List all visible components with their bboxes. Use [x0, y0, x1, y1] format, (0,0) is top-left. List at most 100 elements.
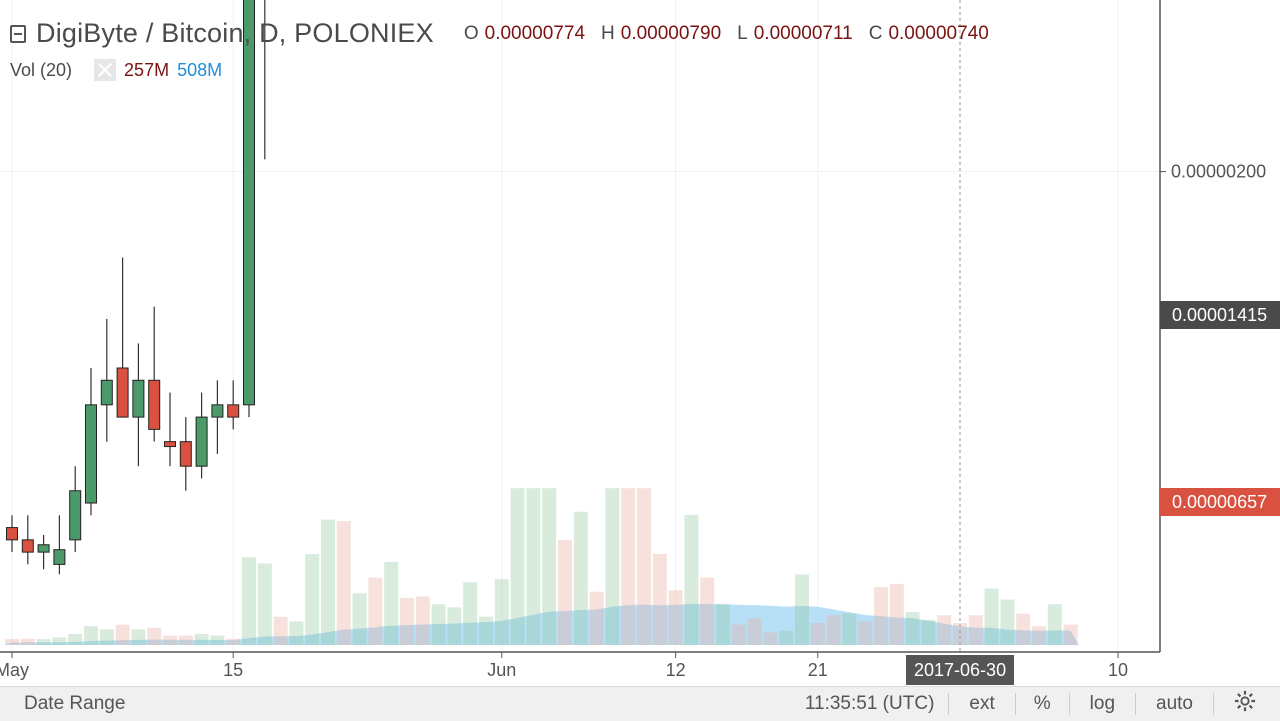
volume-ma-value: 508M — [177, 59, 223, 80]
ext-toggle[interactable]: ext — [969, 693, 995, 714]
candle-body — [37, 544, 50, 553]
volume-bar — [163, 635, 177, 645]
volume-bar — [68, 634, 83, 645]
candle — [164, 392, 176, 467]
settings-button[interactable] — [1214, 690, 1280, 718]
volume-bar — [257, 563, 272, 645]
grid — [0, 0, 1160, 652]
volume-bar — [842, 613, 857, 645]
symbol-legend: DigiByte / Bitcoin, D, POLONIEX O 0.0000… — [10, 18, 989, 49]
divider — [1014, 693, 1016, 715]
volume-bar — [447, 607, 462, 645]
candle-body — [69, 490, 82, 541]
x-tick-label: 10 — [1108, 660, 1128, 680]
bottom-toolbar: Date Range 11:35:51 (UTC) ext % log auto — [0, 686, 1280, 721]
candle-body — [53, 549, 66, 565]
volume-bar — [210, 635, 225, 645]
candle-body — [148, 379, 161, 430]
volume-ma-area — [4, 603, 1079, 645]
candle-body — [211, 404, 224, 418]
log-toggle[interactable]: log — [1089, 693, 1116, 714]
volume-bar — [99, 629, 114, 645]
volume-bar — [52, 637, 67, 645]
candle — [116, 257, 129, 418]
volume-bar — [684, 514, 699, 645]
volume-bar — [716, 604, 730, 645]
volume-bar — [289, 621, 304, 645]
volume-bar — [131, 629, 146, 645]
candle — [6, 515, 18, 553]
auto-toggle[interactable]: auto — [1156, 693, 1193, 714]
clock-time[interactable]: 11:35:51 (UTC) — [804, 693, 935, 714]
volume-bar — [558, 539, 572, 645]
candle — [53, 515, 66, 575]
candle-body — [85, 404, 97, 504]
volume-bar — [874, 586, 888, 645]
volume-bar — [1063, 624, 1078, 645]
volume-bar — [226, 638, 241, 645]
volume-bar — [20, 638, 35, 645]
candle-body — [195, 416, 208, 467]
candle — [132, 343, 145, 467]
volume-bar — [352, 593, 367, 645]
symbol-title: DigiByte / Bitcoin, D, POLONIEX — [36, 18, 434, 48]
high-value: 0.00000790 — [620, 22, 722, 44]
divider — [1213, 693, 1214, 715]
volume-bar — [984, 588, 999, 645]
volume-bar — [589, 591, 604, 645]
volume-bar — [668, 590, 683, 645]
gear-icon — [1234, 690, 1256, 712]
candle — [100, 318, 113, 442]
volume-value: 257M — [124, 59, 170, 80]
volume-label: Vol (20) — [10, 59, 73, 80]
candle — [227, 380, 240, 430]
x-tick-label: Jun — [487, 660, 516, 680]
volume-bar — [1016, 613, 1031, 645]
volume-bar — [384, 561, 399, 645]
overlays — [959, 0, 961, 652]
volume-bar — [542, 488, 557, 645]
collapse-icon[interactable] — [10, 24, 26, 43]
high-label: H — [601, 22, 615, 44]
volume-bar — [858, 621, 873, 645]
x-tick-label: 21 — [808, 660, 828, 680]
candle-body — [164, 441, 176, 448]
candle — [148, 306, 161, 442]
time-axis[interactable]: May 15 Jun 12 21 10 — [0, 651, 1160, 680]
volume-bar — [178, 635, 193, 645]
candles — [6, 0, 266, 575]
divider — [948, 693, 950, 715]
divider — [1068, 693, 1070, 715]
volume-bar — [84, 626, 98, 645]
x-tick-label: May — [0, 660, 29, 680]
volume-bar — [336, 521, 351, 645]
candle-body — [116, 367, 129, 418]
date-range-button[interactable]: Date Range — [24, 693, 126, 714]
volume-pane — [4, 488, 1079, 645]
volume-bar — [921, 619, 936, 645]
volume-bar — [400, 597, 414, 645]
divider — [1135, 693, 1137, 715]
crosshair-price-tag: 0.00001415 — [1160, 301, 1280, 329]
volume-bar — [368, 577, 383, 645]
volume-bar — [747, 618, 762, 645]
candle — [243, 0, 255, 418]
percent-toggle[interactable]: % — [1033, 693, 1051, 714]
volume-bar — [479, 616, 493, 645]
close-icon[interactable] — [94, 59, 117, 81]
volume-bar — [810, 623, 825, 645]
volume-bar — [1000, 599, 1015, 645]
volume-bar — [242, 557, 256, 645]
last-price-tag: 0.00000657 — [1160, 488, 1280, 516]
volume-bar — [415, 596, 430, 645]
volume-bar — [1047, 604, 1062, 645]
crosshair-date-tag: 2017-06-30 — [906, 655, 1015, 685]
candle — [195, 392, 208, 479]
low-value: 0.00000711 — [753, 22, 853, 44]
candle — [21, 515, 34, 565]
candle-body — [100, 379, 113, 406]
candle-body — [21, 539, 34, 553]
volume-bar — [36, 639, 51, 645]
volume-bar — [637, 488, 651, 645]
